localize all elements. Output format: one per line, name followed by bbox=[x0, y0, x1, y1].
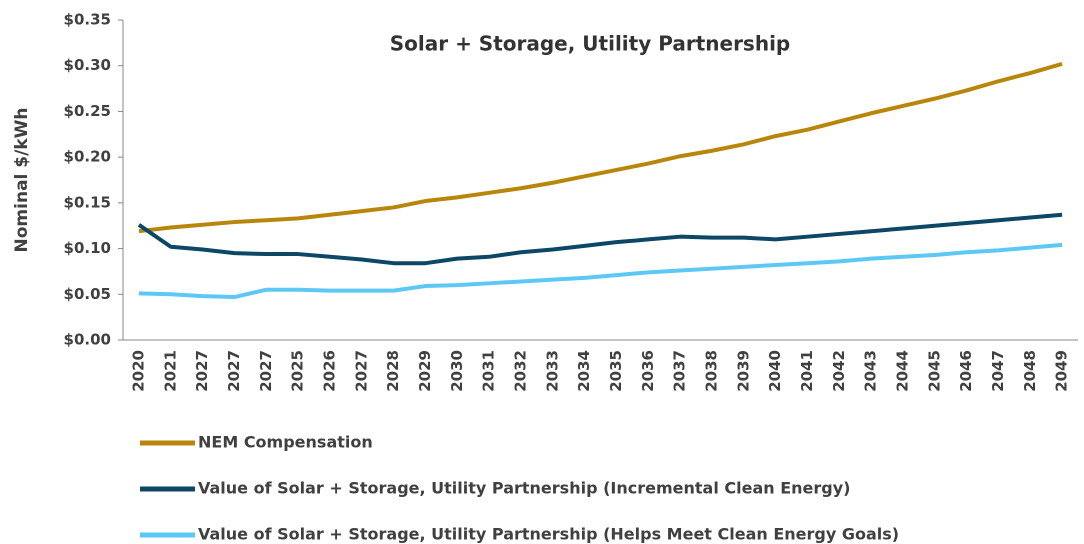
x-tick-label: 2048 bbox=[1021, 350, 1039, 392]
y-axis-label: Nominal $/kWh bbox=[12, 108, 32, 253]
x-tick-label: 2046 bbox=[957, 350, 975, 392]
x-tick-label: 2049 bbox=[1053, 350, 1071, 392]
x-tick-label: 2038 bbox=[702, 350, 720, 392]
y-tick-label: $0.15 bbox=[64, 193, 111, 211]
legend-label: Value of Solar + Storage, Utility Partne… bbox=[198, 525, 899, 544]
x-tick-label: 2034 bbox=[575, 350, 593, 392]
x-tick-label: 2026 bbox=[320, 350, 338, 392]
x-tick-label: 2041 bbox=[798, 350, 816, 392]
x-tick-label: 2027 bbox=[193, 350, 211, 392]
y-tick-label: $0.20 bbox=[64, 148, 111, 166]
chart-title: Solar + Storage, Utility Partnership bbox=[390, 32, 791, 56]
x-tick-label: 2029 bbox=[416, 350, 434, 392]
y-tick-label: $0.35 bbox=[64, 11, 111, 29]
x-tick-label: 2020 bbox=[129, 350, 147, 392]
x-tick-label: 2027 bbox=[225, 350, 243, 392]
legend-label: Value of Solar + Storage, Utility Partne… bbox=[198, 479, 850, 498]
x-tick-label: 2027 bbox=[257, 350, 275, 392]
y-tick-label: $0.00 bbox=[64, 331, 111, 349]
x-tick-label: 2033 bbox=[543, 350, 561, 392]
x-tick-label: 2028 bbox=[384, 350, 402, 392]
x-tick-label: 2047 bbox=[989, 350, 1007, 392]
y-tick-label: $0.05 bbox=[64, 285, 111, 303]
x-tick-label: 2043 bbox=[862, 350, 880, 392]
y-tick-label: $0.30 bbox=[64, 56, 111, 74]
x-tick-label: 2035 bbox=[607, 350, 625, 392]
series-line bbox=[138, 61, 1063, 234]
y-tick-label: $0.10 bbox=[64, 239, 111, 257]
x-tick-label: 2027 bbox=[352, 350, 370, 392]
series-line bbox=[137, 212, 1063, 266]
x-tick-label: 2037 bbox=[671, 350, 689, 392]
x-tick-label: 2040 bbox=[766, 350, 784, 392]
series-line bbox=[138, 242, 1063, 300]
x-tick-label: 2031 bbox=[480, 350, 498, 392]
x-tick-label: 2032 bbox=[511, 350, 529, 392]
x-tick-label: 2045 bbox=[925, 350, 943, 392]
x-tick-label: 2036 bbox=[639, 350, 657, 392]
x-tick-label: 2021 bbox=[161, 350, 179, 392]
y-tick-label: $0.25 bbox=[64, 102, 111, 120]
x-tick-label: 2042 bbox=[830, 350, 848, 392]
x-tick-label: 2039 bbox=[734, 350, 752, 392]
x-tick-label: 2044 bbox=[893, 350, 911, 392]
legend-label: NEM Compensation bbox=[198, 433, 373, 452]
x-tick-label: 2030 bbox=[448, 350, 466, 392]
x-tick-label: 2025 bbox=[289, 350, 307, 392]
